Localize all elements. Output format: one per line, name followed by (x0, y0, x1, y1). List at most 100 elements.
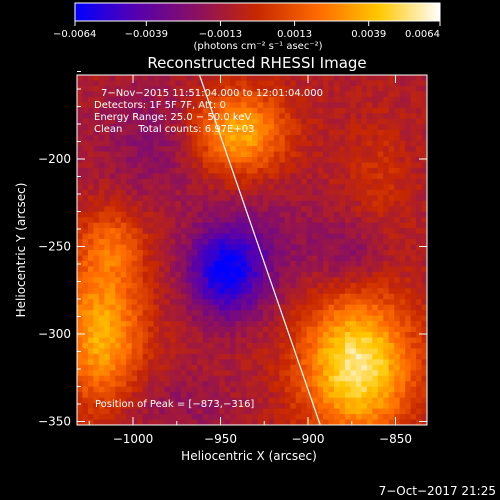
heatmap-cell (355, 375, 362, 382)
heatmap-cell (137, 233, 144, 240)
heatmap-cell (388, 414, 395, 420)
heatmap-cell (77, 364, 83, 371)
heatmap-cell (213, 167, 220, 174)
heatmap-cell (202, 299, 209, 306)
heatmap-cell (405, 96, 411, 103)
heatmap-cell (213, 315, 220, 322)
heatmap-cell (366, 217, 373, 224)
heatmap-cell (394, 250, 401, 256)
heatmap-cell (87, 332, 94, 338)
heatmap-cell (230, 381, 236, 388)
heatmap-cell (186, 299, 193, 306)
heatmap-cell (246, 288, 253, 295)
heatmap-cell (115, 282, 122, 289)
heatmap-cell (317, 189, 324, 196)
heatmap-cell (246, 293, 253, 300)
heatmap-cell (159, 228, 165, 234)
heatmap-cell (317, 408, 324, 415)
heatmap-cell (344, 85, 351, 92)
heatmap-cell (388, 162, 395, 169)
heatmap-cell (219, 157, 226, 163)
heatmap-cell (213, 348, 220, 355)
heatmap-cell (328, 386, 335, 393)
heatmap-cell (87, 250, 94, 256)
heatmap-cell (290, 206, 297, 213)
heatmap-cell (410, 271, 417, 278)
heatmap-cell (301, 129, 308, 136)
heatmap-cell (290, 173, 297, 180)
heatmap-cell (383, 96, 390, 103)
heatmap-cell (273, 386, 280, 393)
heatmap-cell (191, 80, 198, 87)
heatmap-cell (372, 113, 379, 120)
heatmap-cell (405, 140, 411, 147)
heatmap-cell (126, 140, 133, 147)
heatmap-cell (109, 364, 116, 371)
heatmap-cell (290, 392, 297, 399)
heatmap-cell (383, 162, 390, 169)
heatmap-cell (159, 359, 165, 366)
heatmap-cell (148, 321, 154, 327)
heatmap-cell (262, 375, 269, 382)
heatmap-cell (252, 206, 258, 213)
heatmap-cell (388, 419, 395, 425)
heatmap-cell (98, 397, 105, 404)
heatmap-cell (328, 140, 335, 147)
heatmap-cell (328, 244, 335, 251)
heatmap-cell (279, 381, 286, 388)
heatmap-cell (104, 146, 111, 152)
heatmap-cell (87, 353, 94, 360)
heatmap-cell (377, 282, 384, 289)
heatmap-cell (213, 162, 220, 169)
heatmap-cell (180, 353, 187, 360)
heatmap-cell (109, 293, 116, 300)
heatmap-cell (252, 419, 258, 425)
heatmap-cell (377, 375, 384, 382)
heatmap-cell (301, 277, 308, 284)
heatmap-cell (208, 244, 215, 251)
heatmap-cell (137, 211, 144, 218)
heatmap-cell (295, 375, 302, 382)
heatmap-cell (410, 392, 417, 399)
heatmap-cell (93, 271, 100, 278)
heatmap-cell (148, 178, 154, 185)
heatmap-cell (252, 397, 258, 404)
heatmap-cell (191, 75, 198, 81)
heatmap-cell (416, 392, 422, 399)
heatmap-cell (416, 184, 422, 191)
heatmap-cell (126, 135, 133, 142)
heatmap-cell (284, 293, 291, 300)
heatmap-cell (306, 342, 313, 349)
heatmap-cell (257, 200, 264, 207)
heatmap-cell (159, 173, 165, 180)
heatmap-cell (120, 217, 127, 224)
heatmap-cell (295, 91, 302, 98)
heatmap-cell (334, 96, 340, 103)
heatmap-cell (344, 321, 351, 327)
heatmap-cell (109, 167, 116, 174)
heatmap-cell (295, 326, 302, 333)
heatmap-cell (262, 244, 269, 251)
heatmap-cell (388, 375, 395, 382)
heatmap-cell (164, 184, 171, 191)
heatmap-cell (252, 173, 258, 180)
heatmap-cell (208, 85, 215, 92)
heatmap-cell (224, 167, 231, 174)
heatmap-cell (197, 118, 204, 125)
heatmap-cell (372, 266, 379, 273)
heatmap-cell (186, 250, 193, 256)
heatmap-cell (202, 195, 209, 202)
heatmap-cell (115, 85, 122, 92)
heatmap-cell (334, 135, 340, 142)
heatmap-cell (317, 206, 324, 213)
heatmap-cell (191, 304, 198, 311)
heatmap-cell (284, 299, 291, 306)
heatmap-cell (350, 200, 357, 207)
heatmap-cell (339, 342, 346, 349)
heatmap-cell (284, 359, 291, 366)
heatmap-cell (197, 397, 204, 404)
heatmap-cell (82, 277, 89, 284)
heatmap-cell (290, 337, 297, 344)
heatmap-cell (334, 304, 340, 311)
heatmap-cell (366, 189, 373, 196)
